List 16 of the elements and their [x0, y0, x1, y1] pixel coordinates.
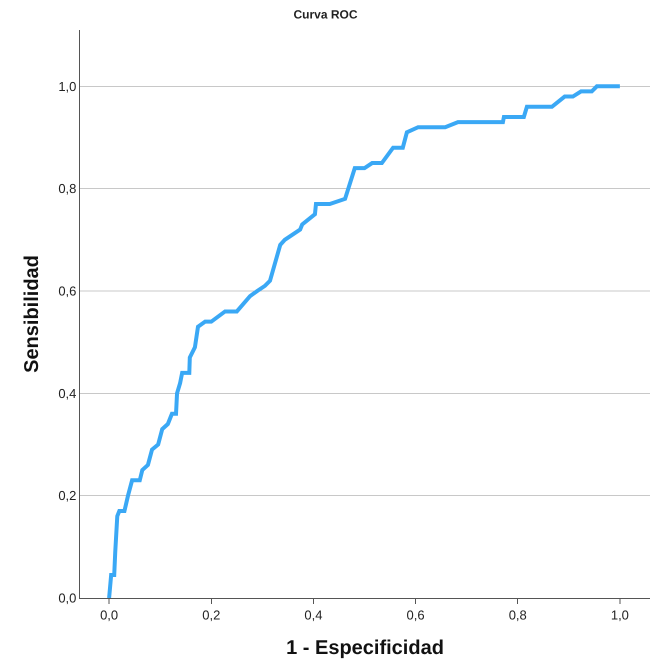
x-tick-label: 0,2: [202, 608, 220, 623]
y-axis-title: Sensibilidad: [20, 255, 43, 373]
chart-title: Curva ROC: [293, 7, 358, 22]
x-tick-label: 0,0: [100, 608, 118, 623]
line-series: [107, 84, 622, 598]
y-tick-label: 0,8: [58, 181, 76, 196]
x-tick-label: 0,8: [508, 608, 527, 623]
y-tick-label: 0,0: [58, 590, 76, 606]
x-tick-label: 0,4: [304, 608, 322, 623]
x-tick-label: 0,6: [406, 608, 425, 623]
y-tick-label: 0,2: [58, 488, 76, 504]
x-axis-title: 1 - Especificidad: [286, 637, 444, 660]
x-tick-label: 1,0: [610, 608, 629, 623]
y-tick-label: 0,4: [58, 386, 76, 401]
y-tick-label: 0,6: [58, 284, 76, 299]
y-tick-label: 1,0: [58, 78, 76, 94]
